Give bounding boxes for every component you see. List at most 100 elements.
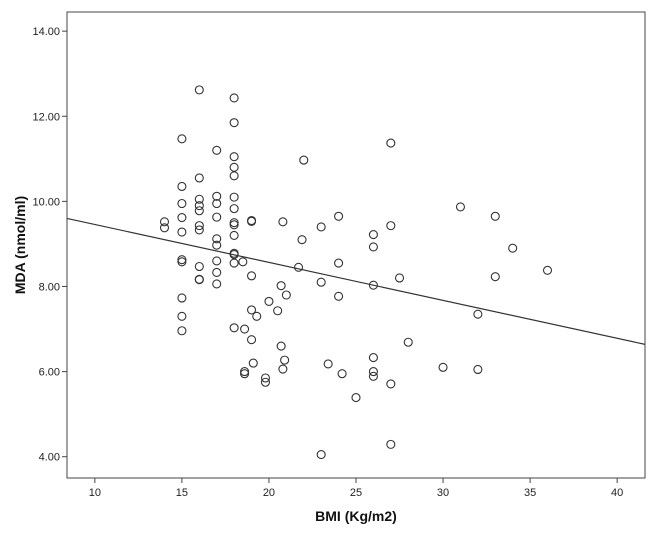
data-point <box>248 358 258 368</box>
y-tick-label: 6.00 <box>39 367 60 379</box>
data-point <box>212 212 222 222</box>
data-point <box>194 261 204 272</box>
data-point <box>194 201 204 211</box>
data-point <box>334 258 344 268</box>
data-point <box>280 355 290 365</box>
x-tick-label: 25 <box>350 487 362 499</box>
x-tick-label: 15 <box>176 487 188 499</box>
data-point <box>473 364 483 375</box>
data-point <box>194 206 204 216</box>
data-point <box>229 230 239 240</box>
data-point <box>159 223 170 233</box>
data-point <box>246 271 257 281</box>
data-points <box>159 85 553 460</box>
x-tick-label: 40 <box>611 487 623 499</box>
y-tick-label: 8.00 <box>39 281 60 293</box>
data-point <box>368 353 378 363</box>
data-point <box>212 256 222 266</box>
data-point <box>229 118 239 128</box>
data-point <box>316 222 326 232</box>
data-point <box>386 379 396 389</box>
data-point <box>297 235 307 245</box>
data-point <box>212 198 222 209</box>
data-point <box>177 213 187 223</box>
data-point <box>177 198 187 209</box>
x-tick-label: 30 <box>437 487 449 499</box>
data-point <box>229 192 239 202</box>
data-point <box>229 152 239 162</box>
data-point <box>246 216 257 226</box>
data-point <box>238 257 248 267</box>
data-point <box>260 373 271 383</box>
data-point <box>212 191 222 201</box>
data-point <box>229 93 239 103</box>
data-point <box>316 450 326 460</box>
data-point <box>177 134 187 144</box>
data-point <box>455 202 466 212</box>
data-point <box>212 240 222 250</box>
x-tick-label: 35 <box>524 487 536 499</box>
x-axis-ticks: 10 15 20 25 30 35 40 <box>89 478 623 499</box>
data-point <box>229 171 239 181</box>
data-point <box>490 272 500 282</box>
data-point <box>252 311 262 321</box>
data-point <box>194 173 204 183</box>
data-point <box>229 220 239 230</box>
data-point <box>368 280 378 290</box>
data-point <box>246 335 257 345</box>
data-point <box>542 265 553 275</box>
data-point <box>177 326 187 336</box>
data-point <box>438 362 448 372</box>
data-point <box>229 204 239 214</box>
data-point <box>368 367 378 377</box>
data-point <box>177 257 187 267</box>
data-point <box>368 242 378 252</box>
data-point <box>351 393 361 403</box>
x-tick-label: 10 <box>89 487 101 499</box>
y-axis-ticks: 4.00 6.00 8.00 10.00 12.00 14.00 <box>32 26 67 464</box>
x-tick-label: 20 <box>263 487 275 499</box>
data-point <box>386 221 396 231</box>
y-tick-label: 14.00 <box>32 26 60 38</box>
data-point <box>194 194 204 204</box>
data-point <box>490 211 500 221</box>
data-point <box>273 306 283 316</box>
data-point <box>323 359 333 369</box>
data-point <box>394 273 405 283</box>
data-point <box>212 234 222 244</box>
data-point <box>240 369 250 379</box>
data-point <box>278 217 288 227</box>
data-point <box>194 225 204 235</box>
data-point <box>293 262 304 272</box>
data-point <box>229 258 239 268</box>
data-point <box>212 145 222 155</box>
data-point <box>177 311 187 321</box>
data-point <box>334 211 344 221</box>
data-point <box>177 227 187 237</box>
fit-line <box>66 217 646 345</box>
data-point <box>229 323 239 333</box>
data-point <box>278 364 288 374</box>
data-point <box>316 277 326 287</box>
data-point <box>386 439 396 449</box>
data-point <box>212 267 222 277</box>
data-point <box>368 371 378 381</box>
data-point <box>276 341 286 351</box>
data-point <box>281 290 291 300</box>
data-point <box>334 291 344 301</box>
data-point <box>177 181 187 192</box>
data-point <box>194 85 204 95</box>
data-point <box>194 275 204 285</box>
data-point <box>212 279 222 289</box>
data-point <box>386 138 396 148</box>
data-point <box>337 369 347 379</box>
data-point <box>508 243 518 253</box>
y-tick-label: 4.00 <box>39 452 60 464</box>
data-point <box>403 337 413 347</box>
data-point <box>276 281 286 291</box>
data-point <box>473 309 483 319</box>
y-axis-title: MDA (nmol/ml) <box>12 196 28 294</box>
data-point <box>368 230 378 240</box>
data-point <box>159 217 170 227</box>
